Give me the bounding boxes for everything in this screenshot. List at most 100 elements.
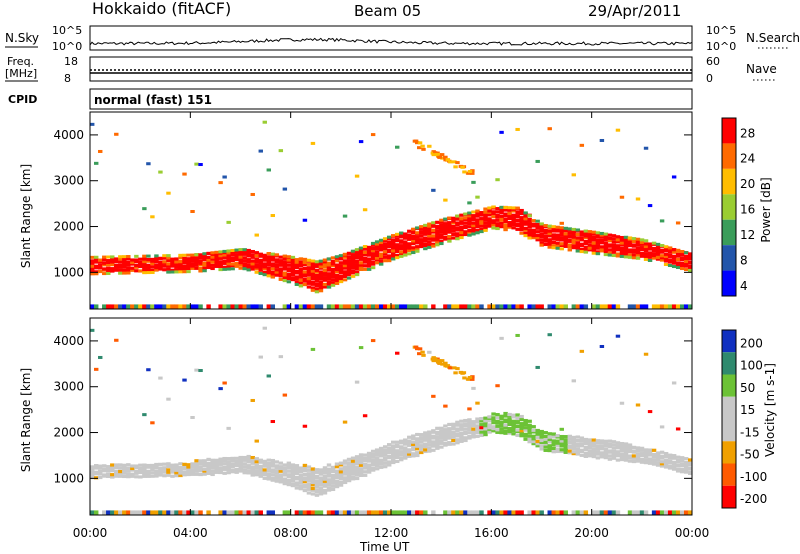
velocity-echo-cell (326, 478, 332, 482)
velocity-echo-cell (511, 510, 516, 516)
power-echo-cell (539, 234, 544, 239)
velocity-echo-cell (427, 449, 432, 453)
velocity-echo-cell (515, 510, 520, 516)
power-echo-cell (419, 244, 424, 249)
velocity-echo-cell (290, 479, 296, 483)
power-echo-cell (254, 257, 259, 261)
velocity-echo-cell (399, 456, 404, 460)
power-echo-cell (222, 267, 227, 271)
velocity-echo-cell (551, 510, 556, 516)
time-tick-label: 12:00 (374, 526, 409, 540)
velocity-echo-cell (423, 449, 428, 454)
power-echo-cell (647, 204, 653, 208)
velocity-echo-cell (411, 440, 416, 444)
power-echo-cell (403, 304, 408, 310)
velocity-echo-cell (679, 462, 685, 466)
power-echo-cell (218, 304, 223, 310)
power-echo-cell (134, 258, 139, 262)
velocity-echo-cell (306, 510, 312, 516)
power-echo-cell (591, 230, 597, 234)
velocity-echo-cell (563, 443, 568, 447)
power-echo-cell (306, 279, 312, 283)
power-echo-cell (338, 261, 344, 265)
power-echo-cell (559, 228, 564, 233)
power-echo-cell (350, 304, 356, 310)
velocity-echo-cell (270, 510, 276, 516)
power-echo-cell (318, 262, 324, 266)
power-echo-cell (338, 264, 344, 268)
velocity-echo-cell (431, 436, 436, 440)
power-echo-cell (539, 241, 544, 245)
velocity-echo-cell (254, 439, 259, 443)
velocity-echo-cell (374, 462, 380, 466)
power-echo-cell (455, 161, 460, 165)
velocity-echo-cell (535, 444, 540, 448)
power-echo-cell (182, 304, 187, 310)
velocity-echo-cell (575, 435, 581, 439)
power-echo-cell (447, 223, 452, 227)
velocity-echo-cell (270, 478, 276, 482)
power-echo-cell (551, 225, 556, 229)
velocity-echo-cell (190, 415, 195, 419)
velocity-echo-cell (158, 376, 163, 380)
power-echo-cell (322, 282, 328, 287)
power-echo-cell (118, 260, 123, 264)
velocity-echo-cell (274, 476, 280, 480)
velocity-echo-cell (370, 463, 376, 467)
velocity-echo-cell (362, 510, 368, 516)
velocity-echo-cell (238, 464, 243, 468)
velocity-echo-cell (258, 355, 263, 359)
power-echo-cell (382, 239, 388, 243)
power-echo-cell (126, 255, 131, 259)
power-echo-cell (403, 232, 408, 236)
velocity-echo-cell (346, 468, 352, 472)
power-echo-cell (443, 237, 448, 241)
velocity-echo-cell (298, 473, 304, 478)
power-cbar-label: Power [dB] (759, 177, 773, 242)
power-echo-cell (198, 261, 203, 265)
velocity-echo-cell (583, 510, 589, 516)
power-echo-cell (278, 263, 284, 267)
velocity-echo-cell (118, 466, 123, 470)
power-echo-cell (306, 277, 312, 281)
power-echo-cell (278, 267, 284, 271)
power-echo-cell (443, 228, 448, 233)
velocity-echo-cell (479, 426, 484, 430)
velocity-echo-cell (395, 454, 400, 458)
velocity-echo-cell (455, 427, 460, 431)
power-echo-cell (166, 256, 171, 260)
power-echo-cell (182, 256, 187, 260)
power-echo-cell (499, 218, 504, 222)
velocity-echo-cell (579, 442, 585, 446)
power-echo-cell (298, 260, 304, 264)
velocity-echo-cell (651, 462, 657, 466)
velocity-echo-cell (675, 460, 681, 464)
velocity-echo-cell (226, 457, 231, 461)
velocity-echo-cell (439, 429, 444, 433)
power-echo-cell (110, 263, 115, 267)
velocity-echo-cell (391, 452, 396, 456)
velocity-echo-cell (322, 482, 328, 486)
power-echo-cell (547, 245, 552, 249)
velocity-echo-cell (142, 463, 147, 467)
velocity-echo-cell (298, 476, 304, 480)
cpid-panel: CPID normal (fast) 151 (8, 88, 693, 110)
velocity-echo-cell (459, 510, 464, 516)
velocity-echo-cell (366, 453, 372, 458)
power-echo-cell (647, 251, 653, 255)
velocity-echo-cell (455, 420, 460, 424)
power-echo-cell (198, 255, 203, 260)
power-echo-cell (423, 304, 428, 310)
power-echo-cell (214, 252, 219, 256)
power-echo-cell (122, 255, 127, 259)
velocity-echo-cell (567, 449, 572, 453)
velocity-echo-cell (647, 453, 653, 457)
power-echo-cell (455, 235, 460, 239)
power-echo-cell (198, 304, 203, 310)
power-echo-cell (519, 225, 524, 230)
power-echo-cell (515, 127, 520, 131)
velocity-echo-cell (214, 458, 219, 462)
velocity-echo-cell (447, 442, 452, 446)
velocity-echo-cell (551, 443, 556, 447)
